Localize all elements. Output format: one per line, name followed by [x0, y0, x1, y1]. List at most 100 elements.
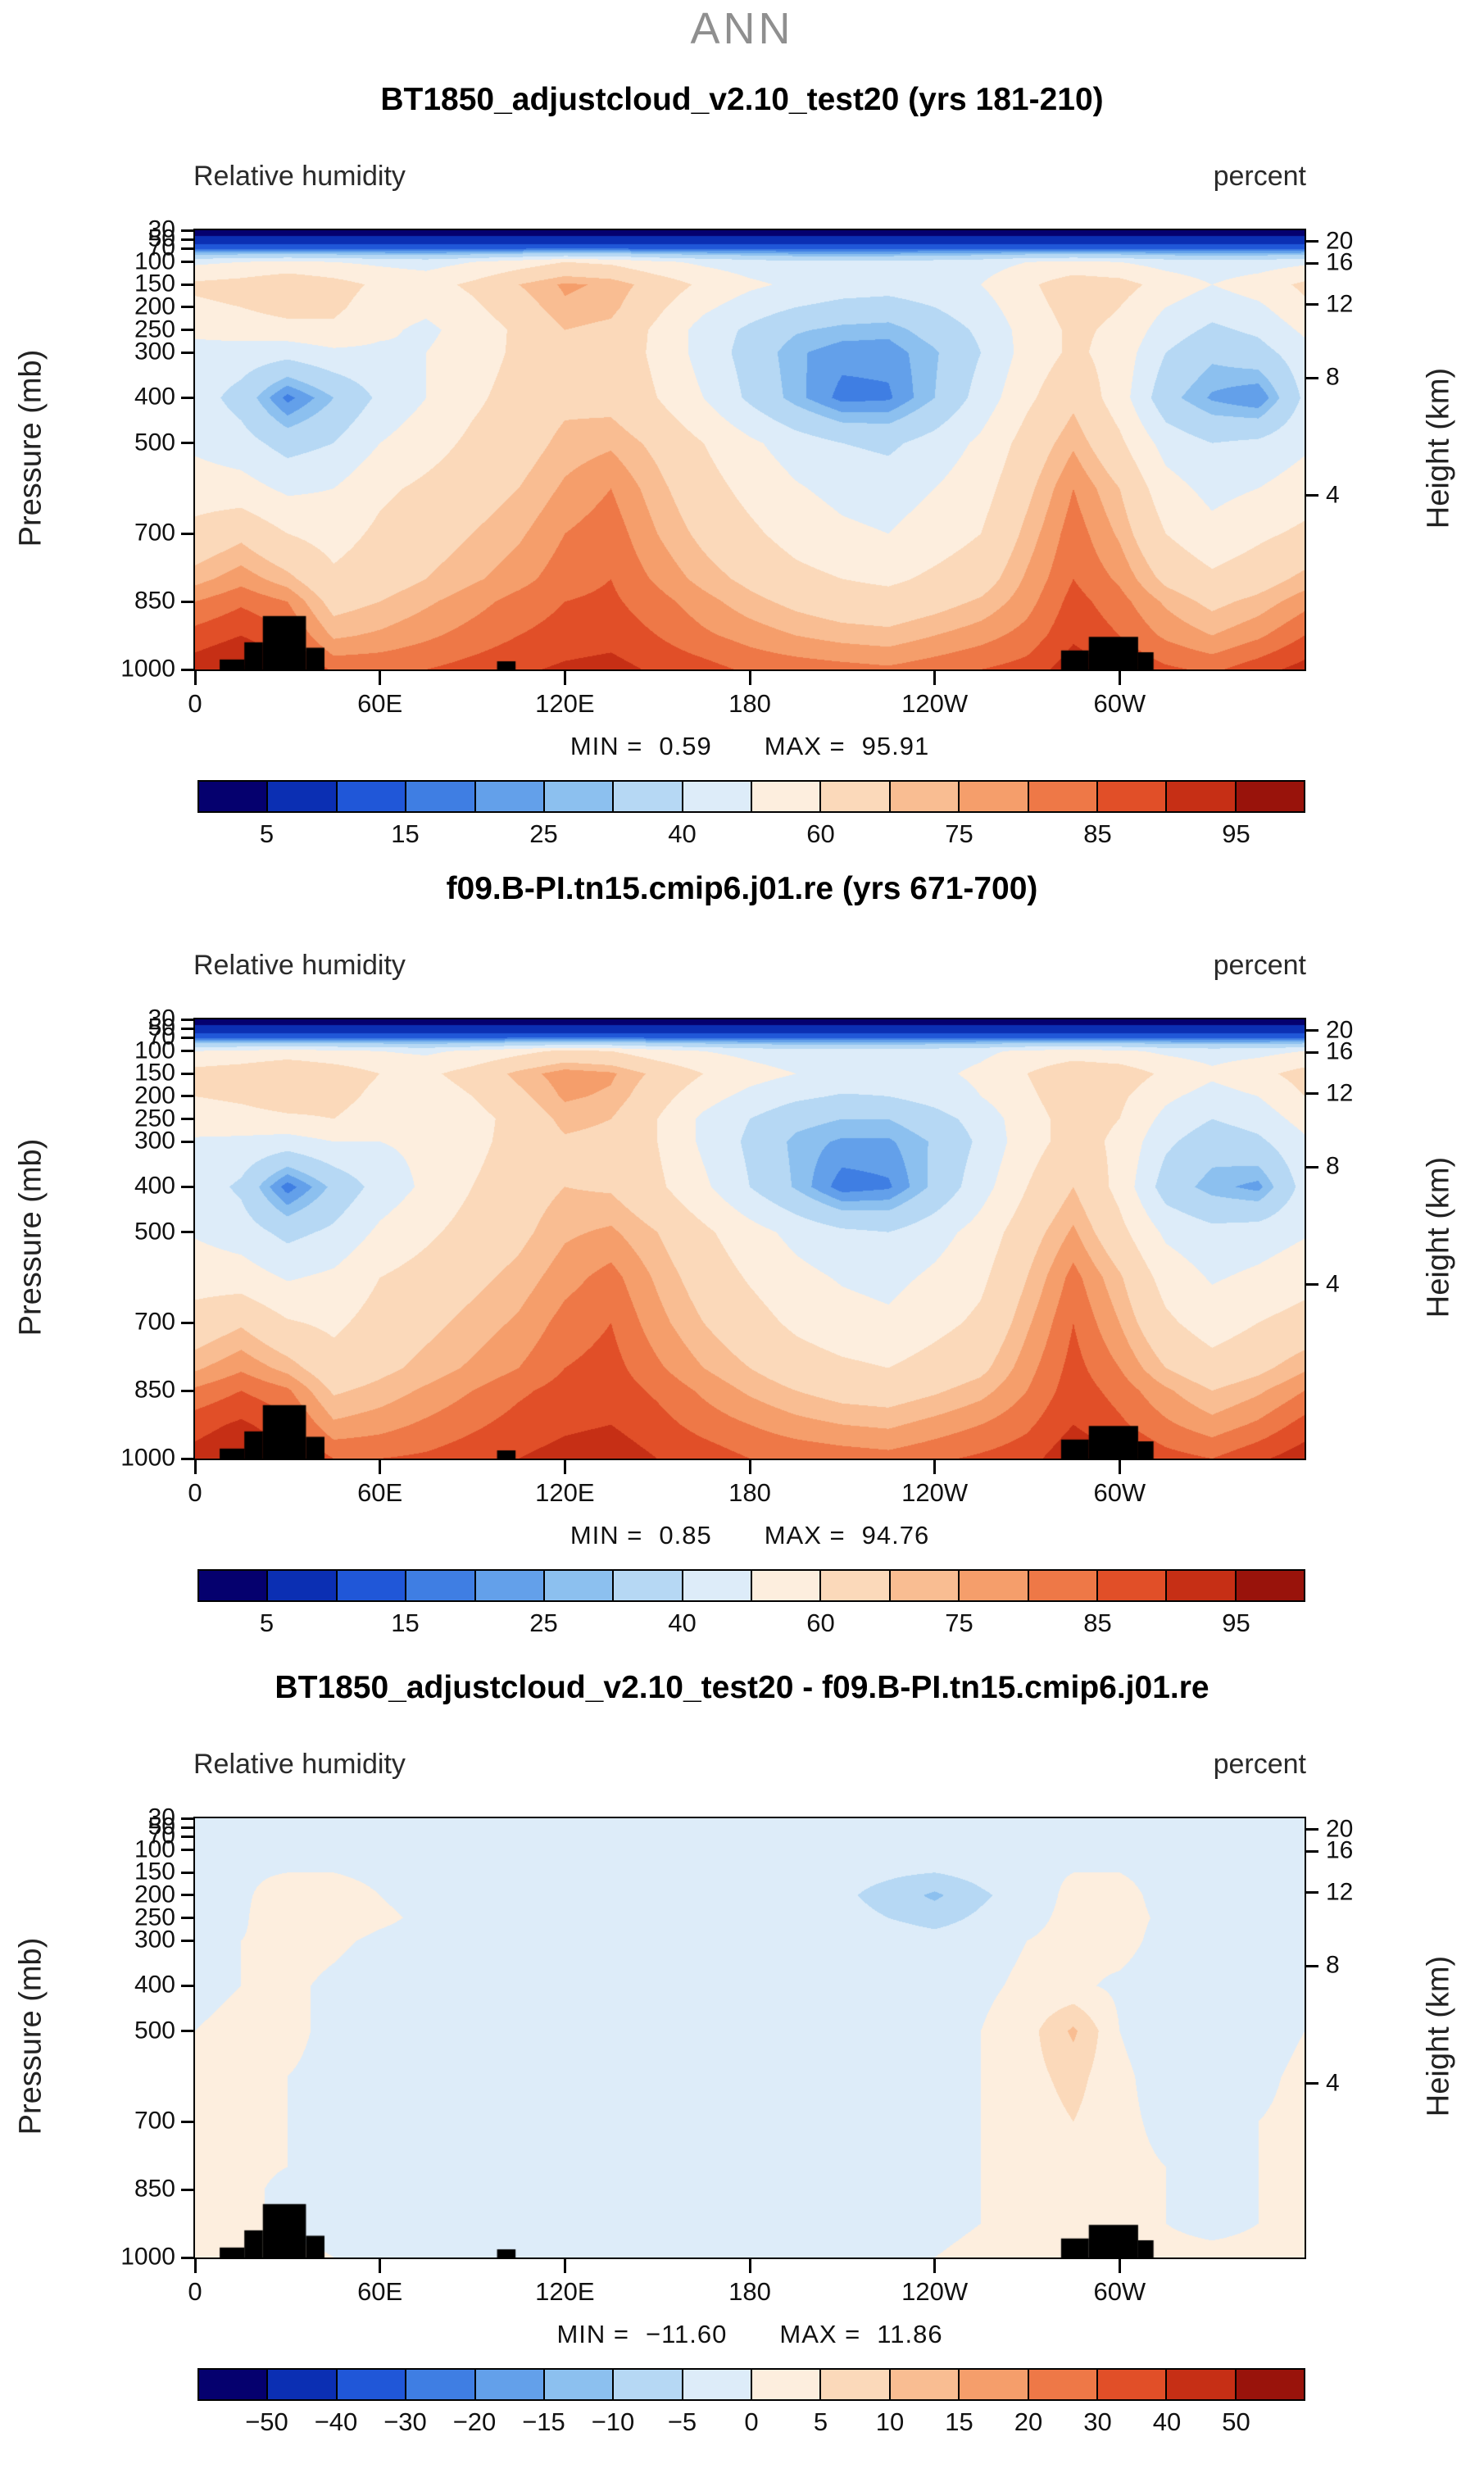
height-tick-label: 4	[1326, 1270, 1340, 1298]
colorbar-segment	[199, 2370, 269, 2399]
panel-title: BT1850_adjustcloud_v2.10_test20 (yrs 181…	[380, 82, 1104, 117]
pressure-tick	[181, 668, 193, 671]
pressure-tick-label: 300	[134, 1926, 175, 1953]
longitude-tick-label: 120E	[535, 689, 595, 718]
pressure-tick-label: 150	[134, 1059, 175, 1087]
min-value: 0.85	[659, 1521, 712, 1550]
pressure-tick	[181, 329, 193, 332]
units-label: percent	[1213, 1749, 1306, 1780]
field-label: Relative humidity	[193, 1749, 406, 1780]
pressure-tick	[181, 1095, 193, 1098]
height-tick	[1306, 1283, 1318, 1286]
height-tick-label: 12	[1326, 1079, 1354, 1107]
height-tick-label: 8	[1326, 1951, 1340, 1979]
colorbar-segment	[475, 782, 545, 811]
pressure-tick	[181, 2188, 193, 2191]
colorbar-tick-label: 85	[1083, 1609, 1112, 1637]
height-tick	[1306, 494, 1318, 497]
colorbar-segment	[1028, 1571, 1098, 1600]
pressure-tick	[181, 1050, 193, 1053]
colorbar-segment	[406, 782, 476, 811]
pressure-tick	[181, 1118, 193, 1121]
colorbar-segment	[1097, 782, 1168, 811]
longitude-tick	[193, 1460, 197, 1474]
pressure-tick-label: 1000	[120, 1444, 175, 1472]
pressure-tick-label: 100	[134, 1835, 175, 1863]
colorbar-segment	[890, 2370, 960, 2399]
pressure-tick-label: 50	[147, 1014, 175, 1041]
stats-line: MIN = 0.85 MAX = 94.76	[193, 1521, 1306, 1550]
colorbar-segment	[960, 1571, 1029, 1600]
longitude-tick	[563, 2259, 566, 2273]
colorbar-tick-label: 75	[945, 1609, 973, 1637]
colorbar-segment	[1236, 782, 1304, 811]
pressure-tick-label: 250	[134, 1104, 175, 1132]
colorbar-tick-label: 40	[668, 1609, 697, 1637]
pressure-tick-label: 700	[134, 2107, 175, 2135]
colorbar-segment	[544, 782, 615, 811]
min-label: MIN =	[570, 1521, 643, 1550]
colorbar-tick-label: 5	[813, 2407, 828, 2436]
longitude-tick	[193, 671, 197, 685]
colorbar-segment	[1236, 2370, 1304, 2399]
colorbar-tick-label: 15	[945, 2407, 973, 2436]
colorbar-tick-label: 15	[391, 819, 420, 848]
pressure-tick-label: 700	[134, 519, 175, 547]
pressure-tick	[181, 1817, 193, 1820]
pressure-tick	[181, 238, 193, 241]
max-label: MAX =	[764, 732, 846, 760]
colorbar-tick-label: 25	[529, 1609, 558, 1637]
pressure-tick-label: 500	[134, 1218, 175, 1246]
height-tick	[1306, 261, 1318, 265]
pressure-tick-label: 850	[134, 2175, 175, 2203]
pressure-tick-label: 400	[134, 1971, 175, 1999]
colorbar-tick-label: 25	[529, 819, 558, 848]
pressure-tick	[181, 1984, 193, 1987]
colorbar-segment	[683, 1571, 752, 1600]
height-axis-label: Height (km)	[1421, 1156, 1456, 1318]
contour-canvas	[195, 1818, 1305, 2257]
colorbar	[197, 1569, 1305, 1602]
colorbar-tick-label: −20	[452, 2407, 497, 2436]
colorbar-tick-label: −15	[522, 2407, 565, 2436]
height-tick-label: 12	[1326, 1878, 1354, 1906]
min-label: MIN =	[556, 2320, 629, 2348]
height-tick-label: 20	[1326, 1016, 1354, 1044]
longitude-tick	[379, 1460, 382, 1474]
units-label: percent	[1213, 950, 1306, 981]
pressure-tick	[181, 283, 193, 286]
pressure-tick	[181, 351, 193, 354]
colorbar-segment	[1167, 1571, 1237, 1600]
longitude-tick-label: 180	[728, 689, 771, 718]
max-label: MAX =	[779, 2320, 861, 2348]
longitude-tick	[748, 671, 751, 685]
longitude-tick	[748, 2259, 751, 2273]
longitude-tick	[379, 2259, 382, 2273]
pressure-tick	[181, 1321, 193, 1324]
longitude-tick-label: 180	[728, 2277, 771, 2306]
pressure-tick	[181, 1231, 193, 1234]
longitude-tick	[193, 2259, 197, 2273]
longitude-tick-label: 120E	[535, 2277, 595, 2306]
longitude-tick-label: 120W	[901, 2277, 969, 2306]
colorbar-tick-label: 20	[1014, 2407, 1043, 2436]
panel-model-b: f09.B-PI.tn15.cmip6.j01.re (yrs 671-700)…	[0, 871, 1484, 1674]
longitude-tick	[1118, 671, 1121, 685]
pressure-tick-label: 500	[134, 2017, 175, 2044]
pressure-tick-label: 300	[134, 1127, 175, 1155]
pressure-tick-label: 30	[147, 216, 175, 243]
pressure-tick-label: 30	[147, 1005, 175, 1032]
max-value: 95.91	[861, 732, 930, 760]
colorbar-segment	[268, 782, 338, 811]
pressure-tick-label: 250	[134, 1903, 175, 1931]
colorbar-segment	[268, 1571, 338, 1600]
pressure-tick	[181, 1389, 193, 1392]
longitude-tick	[933, 1460, 937, 1474]
height-tick-label: 4	[1326, 2069, 1340, 2097]
stats-line: MIN = 0.59 MAX = 95.91	[193, 732, 1306, 761]
height-tick	[1306, 1092, 1318, 1096]
panel-difference: BT1850_adjustcloud_v2.10_test20 - f09.B-…	[0, 1670, 1484, 2473]
min-value: 0.59	[659, 732, 712, 760]
height-tick-label: 20	[1326, 227, 1354, 255]
pressure-tick	[181, 2256, 193, 2259]
